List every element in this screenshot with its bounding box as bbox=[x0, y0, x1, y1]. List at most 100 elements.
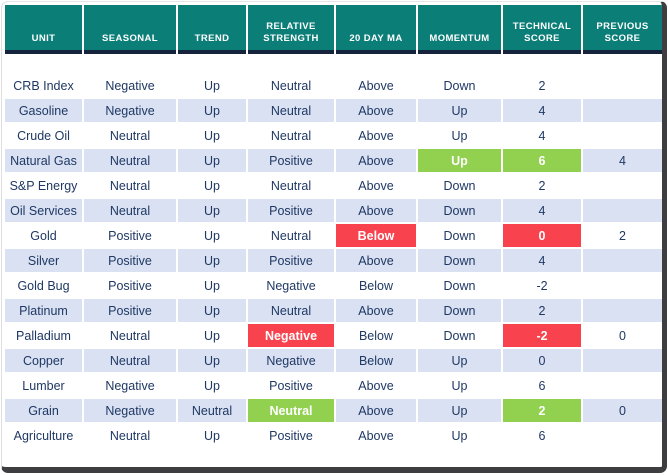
cell-ma20: Below bbox=[336, 349, 416, 372]
cell-relative_strength: Positive bbox=[248, 199, 334, 222]
cell-relative_strength: Positive bbox=[248, 149, 334, 172]
bottom-spacer-row bbox=[5, 449, 662, 457]
cell-ma20: Above bbox=[336, 249, 416, 272]
cell-previous_score bbox=[583, 299, 662, 322]
cell-previous_score bbox=[583, 249, 662, 272]
column-header-unit: UNIT bbox=[5, 5, 82, 54]
cell-trend: Up bbox=[178, 249, 246, 272]
cell-momentum: Up bbox=[418, 424, 501, 447]
cell-previous_score: 0 bbox=[583, 324, 662, 347]
table-row-agriculture: Agriculture Neutral Up Positive Above Up 6 bbox=[5, 424, 662, 447]
cell-momentum: Down bbox=[418, 74, 501, 97]
cell-previous_score bbox=[583, 99, 662, 122]
cell-seasonal: Positive bbox=[84, 249, 176, 272]
cell-technical_score: 2 bbox=[503, 299, 581, 322]
cell-unit: CRB Index bbox=[5, 74, 82, 97]
cell-trend: Up bbox=[178, 74, 246, 97]
cell-relative_strength: Negative bbox=[248, 274, 334, 297]
cell-momentum: Up bbox=[418, 99, 501, 122]
cell-trend: Up bbox=[178, 349, 246, 372]
cell-relative_strength: Positive bbox=[248, 374, 334, 397]
cell-relative_strength: Positive bbox=[248, 249, 334, 272]
cell-unit: Agriculture bbox=[5, 424, 82, 447]
spacer-cell bbox=[503, 56, 581, 72]
cell-previous_score bbox=[583, 124, 662, 147]
cell-unit: Lumber bbox=[5, 374, 82, 397]
cell-relative_strength: Negative bbox=[248, 349, 334, 372]
cell-ma20: Above bbox=[336, 424, 416, 447]
spacer-cell bbox=[178, 449, 246, 457]
header-spacer-row bbox=[5, 56, 662, 72]
table-row-gasoline: Gasoline Negative Up Neutral Above Up 4 bbox=[5, 99, 662, 122]
cell-trend: Up bbox=[178, 174, 246, 197]
cell-previous_score bbox=[583, 74, 662, 97]
cell-seasonal: Negative bbox=[84, 99, 176, 122]
cell-trend: Up bbox=[178, 199, 246, 222]
cell-unit: Natural Gas bbox=[5, 149, 82, 172]
cell-trend: Up bbox=[178, 299, 246, 322]
cell-technical_score: 0 bbox=[503, 224, 581, 247]
cell-unit: Gold Bug bbox=[5, 274, 82, 297]
cell-ma20: Above bbox=[336, 374, 416, 397]
spacer-cell bbox=[178, 56, 246, 72]
cell-previous_score bbox=[583, 274, 662, 297]
cell-previous_score: 2 bbox=[583, 224, 662, 247]
column-header-ma20: 20 DAY MA bbox=[336, 5, 416, 54]
cell-relative_strength: Neutral bbox=[248, 124, 334, 147]
table-row-silver: Silver Positive Up Positive Above Down 4 bbox=[5, 249, 662, 272]
cell-seasonal: Neutral bbox=[84, 149, 176, 172]
cell-unit: Platinum bbox=[5, 299, 82, 322]
cell-unit: Silver bbox=[5, 249, 82, 272]
cell-unit: Copper bbox=[5, 349, 82, 372]
cell-seasonal: Negative bbox=[84, 74, 176, 97]
cell-unit: S&P Energy bbox=[5, 174, 82, 197]
cell-momentum: Up bbox=[418, 149, 501, 172]
cell-seasonal: Negative bbox=[84, 374, 176, 397]
table-row-grain: Grain Negative Neutral Neutral Above Up 2 0 bbox=[5, 399, 662, 422]
cell-ma20: Above bbox=[336, 174, 416, 197]
cell-relative_strength: Neutral bbox=[248, 174, 334, 197]
cell-seasonal: Neutral bbox=[84, 199, 176, 222]
cell-unit: Gasoline bbox=[5, 99, 82, 122]
cell-ma20: Above bbox=[336, 399, 416, 422]
table-body: CRB Index Negative Up Neutral Above Down 2 Gaso… bbox=[5, 56, 662, 457]
cell-seasonal: Neutral bbox=[84, 349, 176, 372]
cell-unit: Palladium bbox=[5, 324, 82, 347]
cell-previous_score: 4 bbox=[583, 149, 662, 172]
cell-momentum: Down bbox=[418, 224, 501, 247]
cell-momentum: Up bbox=[418, 399, 501, 422]
cell-seasonal: Neutral bbox=[84, 424, 176, 447]
cell-momentum: Down bbox=[418, 174, 501, 197]
cell-momentum: Down bbox=[418, 299, 501, 322]
cell-unit: Gold bbox=[5, 224, 82, 247]
table-row-lumber: Lumber Negative Up Positive Above Up 6 bbox=[5, 374, 662, 397]
spacer-cell bbox=[248, 449, 334, 457]
table-header: UNIT SEASONAL TREND RELATIVE STRENGTH 20 DAY… bbox=[5, 5, 662, 54]
table-row-natural-gas: Natural Gas Neutral Up Positive Above Up 6 4 bbox=[5, 149, 662, 172]
spacer-cell bbox=[336, 56, 416, 72]
column-header-previous_score: PREVIOUS SCORE bbox=[583, 5, 662, 54]
cell-momentum: Up bbox=[418, 349, 501, 372]
cell-technical_score: 4 bbox=[503, 199, 581, 222]
cell-trend: Up bbox=[178, 99, 246, 122]
cell-previous_score bbox=[583, 174, 662, 197]
cell-trend: Up bbox=[178, 224, 246, 247]
cell-previous_score: 0 bbox=[583, 399, 662, 422]
cell-technical_score: -2 bbox=[503, 324, 581, 347]
table-row-palladium: Palladium Neutral Up Negative Below Down -2 0 bbox=[5, 324, 662, 347]
cell-ma20: Above bbox=[336, 124, 416, 147]
cell-ma20: Below bbox=[336, 224, 416, 247]
cell-ma20: Above bbox=[336, 299, 416, 322]
table-row-gold-bug: Gold Bug Positive Up Negative Below Down -2 bbox=[5, 274, 662, 297]
cell-trend: Up bbox=[178, 424, 246, 447]
cell-relative_strength: Neutral bbox=[248, 99, 334, 122]
cell-technical_score: 2 bbox=[503, 399, 581, 422]
cell-ma20: Above bbox=[336, 149, 416, 172]
cell-seasonal: Neutral bbox=[84, 174, 176, 197]
column-header-relative_strength: RELATIVE STRENGTH bbox=[248, 5, 334, 54]
spacer-cell bbox=[418, 56, 501, 72]
cell-momentum: Up bbox=[418, 124, 501, 147]
table-row-s-p-energy: S&P Energy Neutral Up Neutral Above Down 2 bbox=[5, 174, 662, 197]
cell-relative_strength: Neutral bbox=[248, 224, 334, 247]
cell-ma20: Above bbox=[336, 199, 416, 222]
